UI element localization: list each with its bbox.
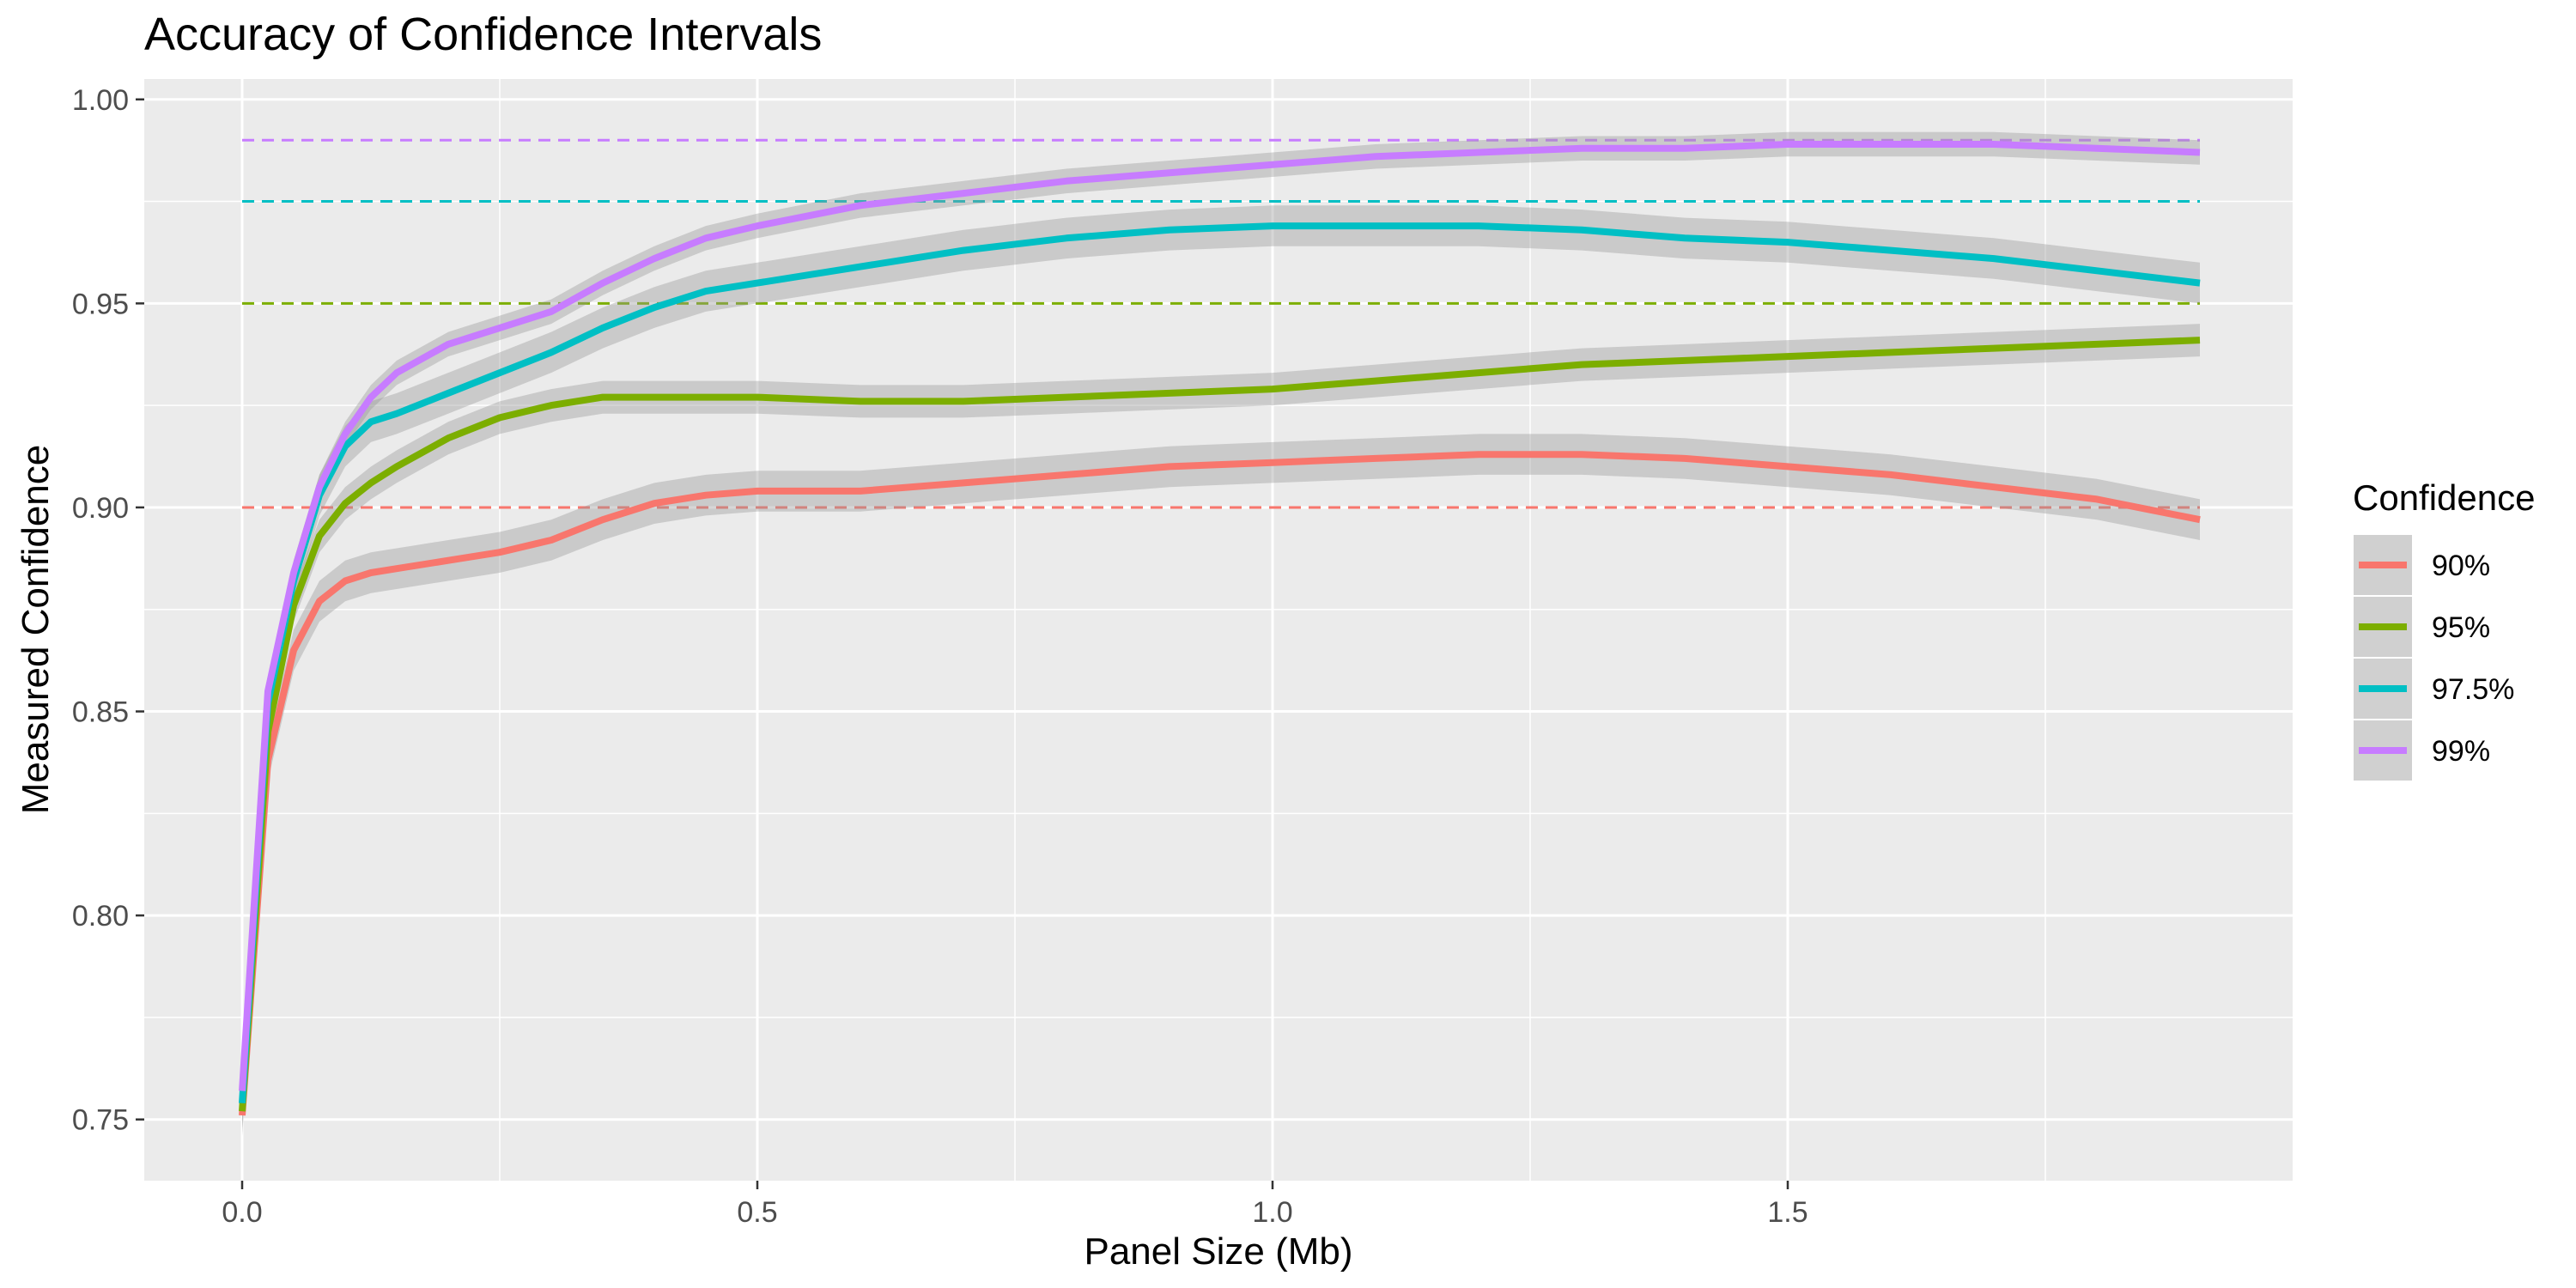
chart-title: Accuracy of Confidence Intervals: [144, 9, 822, 60]
legend-title: Confidence: [2353, 477, 2535, 518]
x-tick-label: 1.0: [1252, 1196, 1292, 1229]
y-tick-label: 0.85: [72, 696, 129, 729]
y-tick-label: 0.90: [72, 492, 129, 525]
y-tick-label: 1.00: [72, 84, 129, 117]
legend-label: 97.5%: [2432, 673, 2514, 706]
confidence-band: [242, 434, 2200, 1136]
legend-items: 90% 95% 97.5% 99%: [2352, 533, 2514, 782]
series-line: [239, 141, 2201, 1091]
series-line: [239, 451, 2201, 1116]
confidence-bands: [242, 131, 2200, 1136]
series-line: [239, 337, 2201, 1112]
legend-label: 90%: [2432, 550, 2490, 582]
axes: 0.0 0.5 1.0 1.5 0.75 0.80 0.85 0.90 0.95 1.00: [72, 84, 1808, 1229]
x-tick-label: 1.5: [1767, 1196, 1807, 1229]
y-tick-label: 0.75: [72, 1104, 129, 1137]
series-line: [239, 222, 2201, 1103]
x-tick-label: 0.5: [737, 1196, 777, 1229]
legend-label: 95%: [2432, 611, 2490, 644]
y-tick-label: 0.80: [72, 900, 129, 933]
y-tick-label: 0.95: [72, 288, 129, 320]
plot-panel: [144, 79, 2293, 1181]
series-lines: [239, 141, 2201, 1116]
legend-label: 99%: [2432, 735, 2490, 768]
x-axis-title: Panel Size (Mb): [1084, 1230, 1352, 1273]
legend: Confidence 90% 95% 97.5% 99%: [2352, 477, 2535, 782]
y-axis-title: Measured Confidence: [15, 445, 57, 814]
x-tick-label: 0.0: [222, 1196, 262, 1229]
